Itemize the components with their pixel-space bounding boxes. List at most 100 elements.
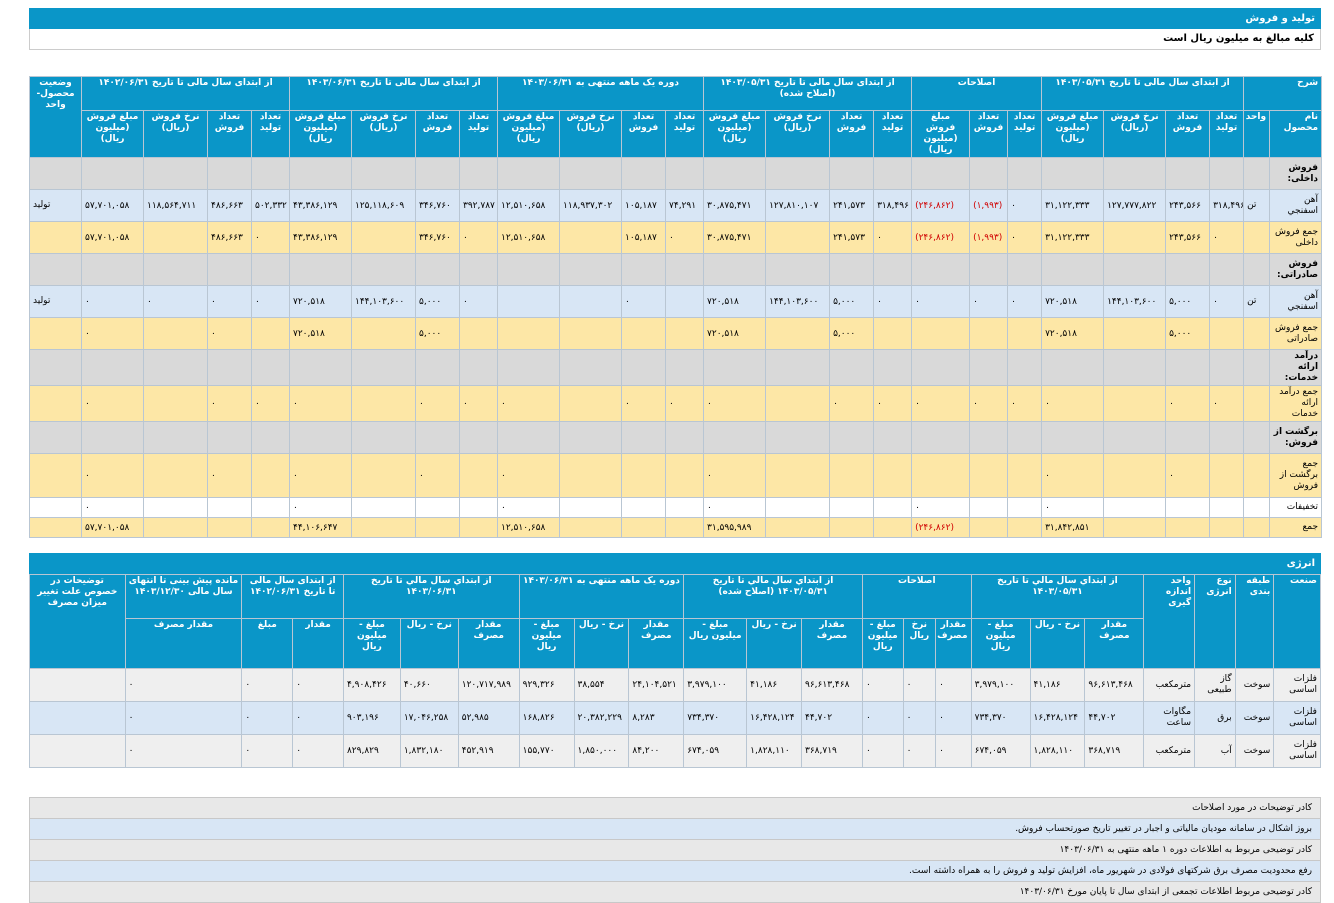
column-header: مبلغ - میلیون ریال bbox=[518, 618, 575, 669]
table-cell: گاز طبیعی bbox=[1194, 668, 1236, 702]
table-cell: ۵,۰۰۰ bbox=[415, 285, 460, 318]
column-header: مبلغ فروش (میلیون ریال) bbox=[496, 110, 561, 158]
table-cell bbox=[289, 253, 352, 286]
table-cell: ۰ bbox=[289, 385, 352, 422]
table-cell bbox=[415, 349, 460, 386]
table-cell bbox=[1041, 253, 1105, 286]
table-cell: آهن اسفنجي bbox=[1269, 189, 1323, 222]
table-cell: ۷۲۰,۵۱۸ bbox=[289, 317, 352, 350]
group-header: شرح bbox=[1243, 76, 1323, 111]
table-cell bbox=[621, 349, 667, 386]
table-cell: ۰ bbox=[124, 668, 243, 702]
table-cell bbox=[969, 253, 1009, 286]
table-cell bbox=[81, 157, 144, 190]
table-cell bbox=[559, 453, 623, 498]
table-cell: ۲۴۳,۵۶۶ bbox=[1165, 189, 1211, 222]
table-cell bbox=[873, 349, 913, 386]
table-cell bbox=[665, 453, 705, 498]
table-cell: فلزات اساسی bbox=[1273, 701, 1321, 735]
table-cell: جمع bbox=[1269, 517, 1323, 538]
table-cell bbox=[29, 317, 82, 350]
table-cell: ۰ bbox=[703, 385, 767, 422]
table-cell: ۰ bbox=[81, 453, 144, 498]
table-cell: ۰ bbox=[1209, 285, 1245, 318]
column-header: مبلغ فروش (میلیون ریال) bbox=[911, 110, 971, 158]
table-cell bbox=[765, 157, 831, 190]
table-cell: ۴۴,۱۰۶,۶۴۷ bbox=[289, 517, 352, 538]
table-cell bbox=[29, 157, 82, 190]
table-cell: ۲۴۱,۵۷۳ bbox=[829, 189, 875, 222]
table-row: جمع برگشت از فروش ۰ ۰ ۰ ۰ ۰ ۰ ۰ ۰ bbox=[29, 453, 1323, 498]
table-cell bbox=[143, 517, 208, 538]
column-header: نرخ فروش (ریال) bbox=[351, 110, 416, 158]
table-cell: ۰ bbox=[935, 701, 972, 735]
table-cell bbox=[969, 317, 1009, 350]
table-cell bbox=[496, 285, 561, 318]
table-row: تخفیفات ۰ ۰ ۰ ۰ ۰ ۰ bbox=[29, 497, 1323, 518]
table-cell bbox=[703, 253, 767, 286]
table-cell: ۰ bbox=[292, 701, 344, 735]
table-cell: تولید bbox=[29, 285, 82, 318]
column-header: واحد bbox=[1243, 110, 1271, 158]
group-header: از ابتدای سال مالی تا تاریخ ۱۴۰۳/۰۶/۳۱ bbox=[289, 76, 498, 111]
table-cell: مترمکعب bbox=[1143, 668, 1196, 702]
group-header: از ابتدای سال مالی تا تاریخ ۱۴۰۲/۰۶/۳۱ bbox=[81, 76, 290, 111]
table-cell bbox=[621, 497, 667, 518]
table-cell: ۰ bbox=[81, 385, 144, 422]
table-cell bbox=[207, 497, 252, 518]
table-cell: ۰ bbox=[703, 453, 767, 498]
table-cell bbox=[459, 517, 498, 538]
table-cell bbox=[1007, 517, 1043, 538]
table-cell: ۳۱,۱۲۲,۳۳۳ bbox=[1041, 221, 1105, 254]
energy-table: صنعت طبقه بندی نوع انرژی واحد اندازه گیر… bbox=[29, 574, 1321, 768]
table-cell bbox=[873, 517, 913, 538]
table-cell: ۵۲,۹۸۵ bbox=[457, 701, 520, 735]
column-header: تعداد فروش bbox=[621, 110, 667, 158]
table-cell bbox=[665, 497, 705, 518]
table-cell bbox=[665, 349, 705, 386]
table-cell bbox=[765, 349, 831, 386]
column-header: مبلغ - میلیون ریال bbox=[342, 618, 401, 669]
table-cell bbox=[1243, 497, 1271, 518]
table-cell bbox=[351, 497, 416, 518]
table-cell bbox=[1243, 221, 1271, 254]
table-cell bbox=[351, 317, 416, 350]
table-cell bbox=[1103, 421, 1167, 454]
table-cell: ۱۶۸,۸۲۶ bbox=[518, 701, 575, 735]
table-cell bbox=[351, 385, 416, 422]
table-cell: فروش صادراتی: bbox=[1269, 253, 1323, 286]
column-header: نرخ فروش (ریال) bbox=[143, 110, 208, 158]
table-cell bbox=[1165, 349, 1211, 386]
table-cell: ۲۰,۳۸۲,۲۲۹ bbox=[573, 701, 630, 735]
table-cell bbox=[496, 157, 561, 190]
column-header: تعداد تولید bbox=[665, 110, 705, 158]
table-cell bbox=[1041, 157, 1105, 190]
table-cell bbox=[703, 421, 767, 454]
column-header: مقدار مصرف bbox=[457, 618, 520, 669]
column-header: مقدار مصرف bbox=[801, 618, 863, 669]
table-cell bbox=[621, 253, 667, 286]
table-cell bbox=[665, 253, 705, 286]
table-cell bbox=[873, 157, 913, 190]
table-cell bbox=[665, 285, 705, 318]
table-cell bbox=[143, 421, 208, 454]
table-cell: (۱,۹۹۳) bbox=[969, 189, 1009, 222]
group-header: از ابتدای سال مالی تا تاریخ ۱۴۰۳/۰۵/۳۱ bbox=[1041, 76, 1245, 111]
table-cell bbox=[911, 349, 971, 386]
table-cell: ۳,۹۷۹,۱۰۰ bbox=[683, 668, 748, 702]
table-cell: ۴۳,۳۸۶,۱۲۹ bbox=[289, 189, 352, 222]
table-cell: ۳۰,۸۷۵,۴۷۱ bbox=[703, 221, 767, 254]
table-cell: ۴۱,۱۸۶ bbox=[746, 668, 803, 702]
table-cell: ۱۶,۴۲۸,۱۲۴ bbox=[1029, 701, 1086, 735]
table-cell: آب bbox=[1194, 734, 1236, 768]
table-cell bbox=[665, 317, 705, 350]
table-cell: (۲۴۶,۸۶۲) bbox=[911, 221, 971, 254]
table-cell: ۰ bbox=[415, 453, 460, 498]
table-cell: تولید bbox=[29, 189, 82, 222]
column-header: مقدار مصرف bbox=[628, 618, 685, 669]
table-cell bbox=[29, 421, 82, 454]
table-cell: ۱۰۵,۱۸۷ bbox=[621, 189, 667, 222]
table-cell: ۵۷,۷۰۱,۰۵۸ bbox=[81, 189, 144, 222]
group-header: طبقه بندی bbox=[1234, 574, 1275, 669]
table-cell bbox=[829, 453, 875, 498]
